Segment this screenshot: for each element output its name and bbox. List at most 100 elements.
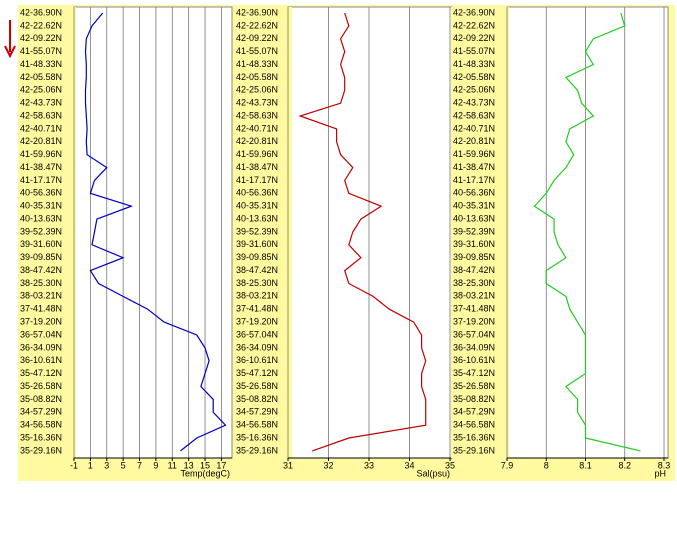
y-tick-label: 40-13.63N: [453, 213, 495, 223]
y-tick-label: 42-58.63N: [236, 110, 278, 120]
plot-area: [287, 6, 453, 459]
y-tick-label: 35-47.12N: [236, 368, 278, 378]
y-tick-label: 42-05.58N: [20, 72, 62, 82]
y-tick-label: 41-38.47N: [236, 162, 278, 172]
y-tick-label: 34-57.29N: [236, 407, 278, 417]
y-tick-label: 36-34.09N: [453, 342, 495, 352]
y-tick-label: 42-43.73N: [453, 98, 495, 108]
y-tick-label: 34-56.58N: [20, 420, 62, 430]
y-tick-label: 35-16.36N: [20, 432, 62, 442]
y-tick-label: 40-35.31N: [20, 201, 62, 211]
y-tick-label: 39-52.39N: [20, 226, 62, 236]
x-tick-label: 8: [544, 460, 549, 470]
y-tick-label: 42-20.81N: [236, 136, 278, 146]
y-tick-label: 34-57.29N: [20, 407, 62, 417]
y-tick-label: 42-25.06N: [20, 85, 62, 95]
y-tick-label: 42-43.73N: [236, 98, 278, 108]
x-tick-label: 15: [200, 460, 210, 470]
y-tick-label: 41-59.96N: [453, 149, 495, 159]
x-tick-label: 7: [137, 460, 142, 470]
y-tick-label: 34-56.58N: [453, 420, 495, 430]
y-tick-label: 40-56.36N: [20, 188, 62, 198]
y-tick-label: 41-55.07N: [236, 46, 278, 56]
x-tick-label: 11: [168, 460, 177, 470]
y-tick-label: 40-13.63N: [236, 213, 278, 223]
y-tick-label: 38-03.21N: [236, 291, 278, 301]
red-arrow: [4, 20, 16, 59]
x-tick-label: 3: [104, 460, 109, 470]
y-tick-label: 42-58.63N: [20, 110, 62, 120]
y-tick-label: 39-09.85N: [453, 252, 495, 262]
x-tick-label: 13: [184, 460, 194, 470]
y-tick-label: 41-17.17N: [453, 175, 495, 185]
x-tick-label: 34: [404, 460, 414, 470]
y-tick-label: 36-10.61N: [453, 355, 495, 365]
y-tick-label: 37-19.20N: [20, 316, 62, 326]
y-tick-label: 38-03.21N: [453, 291, 495, 301]
y-tick-label: 41-59.96N: [20, 149, 62, 159]
y-tick-label: 35-47.12N: [453, 368, 495, 378]
y-tick-label: 42-09.22N: [20, 33, 62, 43]
y-tick-label: 42-36.90N: [20, 7, 62, 17]
y-tick-label: 42-05.58N: [453, 72, 495, 82]
y-tick-label: 41-38.47N: [20, 162, 62, 172]
y-tick-label: 42-09.22N: [236, 33, 278, 43]
y-tick-label: 38-25.30N: [453, 278, 495, 288]
y-tick-label: 41-38.47N: [453, 162, 495, 172]
arrow-head: [4, 45, 16, 59]
y-tick-label: 41-48.33N: [236, 59, 278, 69]
y-tick-label: 41-55.07N: [453, 46, 495, 56]
y-tick-label: 35-08.82N: [20, 394, 62, 404]
y-tick-label: 42-36.90N: [453, 7, 495, 17]
y-tick-label: 39-52.39N: [236, 226, 278, 236]
x-axis-label: Temp(degC): [180, 468, 230, 478]
y-tick-label: 35-16.36N: [453, 432, 495, 442]
y-tick-label: 36-57.04N: [236, 329, 278, 339]
y-tick-label: 42-40.71N: [20, 123, 62, 133]
y-tick-label: 42-40.71N: [236, 123, 278, 133]
y-tick-label: 41-59.96N: [236, 149, 278, 159]
y-tick-label: 37-41.48N: [236, 304, 278, 314]
y-tick-label: 38-47.42N: [453, 265, 495, 275]
y-tick-label: 39-31.60N: [20, 239, 62, 249]
y-tick-label: 41-48.33N: [20, 59, 62, 69]
x-tick-label: 32: [323, 460, 333, 470]
y-tick-label: 40-35.31N: [453, 201, 495, 211]
y-tick-label: 42-20.81N: [453, 136, 495, 146]
x-tick-label: 1: [88, 460, 93, 470]
x-axis-label: pH: [654, 468, 666, 478]
y-tick-label: 35-29.16N: [236, 445, 278, 455]
y-tick-label: 37-19.20N: [236, 316, 278, 326]
x-tick-label: 33: [364, 460, 374, 470]
y-tick-label: 40-56.36N: [453, 188, 495, 198]
y-tick-label: 35-08.82N: [236, 394, 278, 404]
y-tick-label: 42-40.71N: [453, 123, 495, 133]
y-tick-label: 42-25.06N: [236, 85, 278, 95]
y-tick-label: 42-22.62N: [20, 20, 62, 30]
y-tick-label: 35-47.12N: [20, 368, 62, 378]
y-tick-label: 34-57.29N: [453, 407, 495, 417]
y-tick-label: 37-19.20N: [453, 316, 495, 326]
x-tick-label: 8.2: [618, 460, 631, 470]
label-strip: [234, 7, 292, 458]
profile-line: [533, 12, 641, 452]
y-tick-label: 39-52.39N: [453, 226, 495, 236]
y-tick-label: 42-36.90N: [236, 7, 278, 17]
y-tick-label: 42-22.62N: [453, 20, 495, 30]
y-tick-label: 34-56.58N: [236, 420, 278, 430]
y-tick-label: 41-55.07N: [20, 46, 62, 56]
y-tick-label: 39-09.85N: [236, 252, 278, 262]
profile-line: [298, 12, 427, 452]
y-tick-label: 39-09.85N: [20, 252, 62, 262]
y-tick-label: 41-48.33N: [453, 59, 495, 69]
y-tick-label: 40-35.31N: [236, 201, 278, 211]
profile-line: [84, 12, 227, 452]
x-tick-label: 9: [153, 460, 158, 470]
y-tick-label: 38-47.42N: [20, 265, 62, 275]
y-tick-label: 42-58.63N: [453, 110, 495, 120]
y-tick-label: 41-17.17N: [20, 175, 62, 185]
x-axis-label: Sal(psu): [416, 468, 450, 478]
y-tick-label: 39-31.60N: [453, 239, 495, 249]
y-tick-label: 35-26.58N: [453, 381, 495, 391]
